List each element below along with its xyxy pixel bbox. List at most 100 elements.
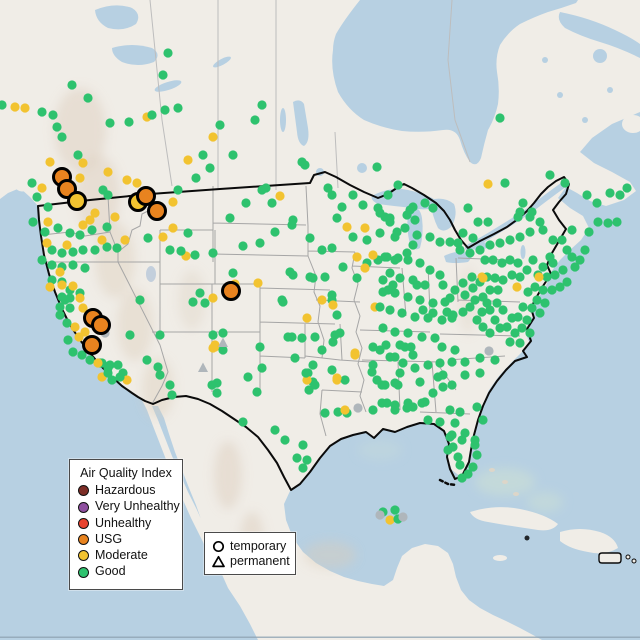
aqi-monitor-marker[interactable]	[410, 312, 420, 322]
aqi-monitor-marker[interactable]	[252, 387, 262, 397]
aqi-monitor-marker[interactable]	[352, 252, 362, 262]
aqi-monitor-marker[interactable]	[261, 183, 271, 193]
aqi-monitor-marker[interactable]	[60, 295, 70, 305]
aqi-monitor-marker[interactable]	[368, 405, 378, 415]
aqi-monitor-marker[interactable]	[478, 292, 488, 302]
aqi-monitor-marker[interactable]	[65, 228, 75, 238]
aqi-monitor-marker[interactable]	[90, 245, 100, 255]
aqi-monitor-marker[interactable]	[423, 415, 433, 425]
aqi-monitor-marker[interactable]	[55, 302, 65, 312]
aqi-monitor-marker[interactable]	[448, 442, 458, 452]
aqi-monitor-marker[interactable]	[515, 272, 525, 282]
aqi-monitor-marker[interactable]	[403, 328, 413, 338]
aqi-monitor-marker[interactable]	[492, 298, 502, 308]
aqi-monitor-marker[interactable]	[323, 183, 333, 193]
aqi-monitor-marker[interactable]	[445, 405, 455, 415]
aqi-monitor-marker[interactable]	[390, 255, 400, 265]
aqi-monitor-marker[interactable]	[457, 473, 467, 483]
aqi-monitor-marker[interactable]	[438, 280, 448, 290]
aqi-monitor-marker[interactable]	[300, 160, 310, 170]
aqi-monitor-marker[interactable]	[388, 280, 398, 290]
aqi-monitor-marker[interactable]	[535, 217, 545, 227]
aqi-monitor-marker[interactable]	[420, 198, 430, 208]
aqi-monitor-marker[interactable]	[275, 191, 285, 201]
aqi-monitor-marker[interactable]	[352, 273, 362, 283]
aqi-monitor-marker[interactable]	[485, 305, 495, 315]
aqi-monitor-marker[interactable]	[468, 462, 478, 472]
aqi-monitor-marker[interactable]	[417, 398, 427, 408]
aqi-monitor-marker[interactable]	[340, 405, 350, 415]
aqi-monitor-marker[interactable]	[332, 373, 342, 383]
aqi-monitor-marker[interactable]	[447, 357, 457, 367]
aqi-monitor-marker[interactable]	[155, 330, 165, 340]
aqi-monitor-marker[interactable]	[430, 333, 440, 343]
aqi-monitor-marker[interactable]	[208, 132, 218, 142]
aqi-monitor-marker[interactable]	[158, 70, 168, 80]
aqi-monitor-marker[interactable]	[450, 285, 460, 295]
aqi-monitor-marker[interactable]	[460, 357, 470, 367]
aqi-monitor-marker[interactable]	[485, 285, 495, 295]
aqi-monitor-marker[interactable]	[27, 178, 37, 188]
aqi-monitor-marker[interactable]	[525, 328, 535, 338]
aqi-monitor-marker[interactable]	[327, 290, 337, 300]
aqi-monitor-marker[interactable]	[78, 303, 88, 313]
aqi-monitor-marker[interactable]	[317, 295, 327, 305]
aqi-monitor-marker[interactable]	[45, 282, 55, 292]
aqi-monitor-marker[interactable]	[505, 235, 515, 245]
aqi-monitor-marker[interactable]	[453, 238, 463, 248]
aqi-monitor-marker[interactable]	[470, 440, 480, 450]
aqi-monitor-marker[interactable]	[328, 300, 338, 310]
aqi-monitor-marker[interactable]	[522, 265, 532, 275]
aqi-monitor-marker[interactable]	[390, 232, 400, 242]
aqi-monitor-marker[interactable]	[122, 375, 132, 385]
aqi-monitor-marker[interactable]	[85, 355, 95, 365]
aqi-monitor-marker[interactable]	[455, 245, 465, 255]
aqi-monitor-marker[interactable]	[405, 205, 415, 215]
aqi-monitor-marker[interactable]	[378, 275, 388, 285]
aqi-monitor-marker[interactable]	[538, 225, 548, 235]
aqi-monitor-marker[interactable]	[458, 307, 468, 317]
aqi-monitor-marker[interactable]	[78, 245, 88, 255]
aqi-monitor-marker[interactable]	[390, 327, 400, 337]
aqi-monitor-marker[interactable]	[584, 227, 594, 237]
aqi-monitor-marker[interactable]	[438, 382, 448, 392]
aqi-monitor-marker[interactable]	[423, 360, 433, 370]
aqi-monitor-marker[interactable]	[28, 217, 38, 227]
aqi-monitor-marker[interactable]	[97, 235, 107, 245]
aqi-monitor-marker[interactable]	[102, 242, 112, 252]
aqi-monitor-marker[interactable]	[288, 215, 298, 225]
aqi-monitor-marker[interactable]	[412, 230, 422, 240]
aqi-monitor-marker[interactable]	[395, 273, 405, 283]
aqi-monitor-marker[interactable]	[375, 510, 385, 520]
aqi-monitor-marker[interactable]	[507, 270, 517, 280]
aqi-monitor-marker[interactable]	[398, 512, 408, 522]
aqi-monitor-marker[interactable]	[337, 202, 347, 212]
aqi-monitor-marker[interactable]	[515, 232, 525, 242]
aqi-monitor-marker[interactable]	[310, 332, 320, 342]
aqi-monitor-marker[interactable]	[358, 200, 368, 210]
permanent-monitor-marker[interactable]	[218, 337, 228, 348]
aqi-monitor-marker[interactable]	[547, 285, 557, 295]
aqi-monitor-marker[interactable]	[488, 255, 498, 265]
aqi-monitor-marker[interactable]	[455, 460, 465, 470]
aqi-monitor-marker[interactable]	[183, 155, 193, 165]
aqi-monitor-marker[interactable]	[562, 277, 572, 287]
aqi-monitor-marker[interactable]	[297, 333, 307, 343]
aqi-monitor-marker[interactable]	[460, 290, 470, 300]
aqi-monitor-marker[interactable]	[397, 308, 407, 318]
aqi-monitor-marker[interactable]	[0, 100, 7, 110]
aqi-monitor-marker[interactable]	[103, 368, 113, 378]
aqi-monitor-marker[interactable]	[473, 217, 483, 227]
aqi-monitor-marker[interactable]	[605, 188, 615, 198]
aqi-monitor-marker[interactable]	[390, 505, 400, 515]
aqi-monitor-marker[interactable]	[80, 327, 90, 337]
aqi-monitor-marker[interactable]	[168, 197, 178, 207]
aqi-monitor-marker[interactable]	[257, 363, 267, 373]
temporary-monitor-marker[interactable]	[91, 315, 111, 335]
aqi-monitor-marker[interactable]	[425, 232, 435, 242]
aqi-monitor-marker[interactable]	[395, 368, 405, 378]
aqi-monitor-marker[interactable]	[257, 100, 267, 110]
aqi-monitor-marker[interactable]	[353, 403, 363, 413]
aqi-monitor-marker[interactable]	[525, 227, 535, 237]
aqi-monitor-marker[interactable]	[472, 450, 482, 460]
